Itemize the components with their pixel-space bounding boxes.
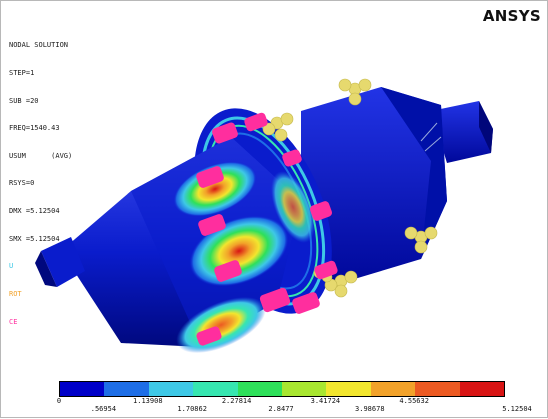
coupling-symbols [196, 112, 338, 346]
info-usum: USUM (AVG) [9, 151, 73, 160]
legend-swatch [459, 382, 505, 396]
legend-tick-label: 1.70862 [177, 405, 207, 413]
info-step: STEP=1 [9, 69, 35, 78]
info-title: NODAL SOLUTION [9, 41, 69, 50]
symbol-rot: ROT [9, 289, 22, 298]
info-rsys: RSYS=0 [9, 179, 35, 188]
info-dmx: DMX =5.12504 [9, 207, 60, 216]
legend-swatch [370, 382, 416, 396]
legend-swatch [326, 382, 371, 396]
legend-tick-label: 1.13908 [133, 397, 163, 405]
legend-tick-label: 5.12504 [502, 405, 532, 413]
solution-info: NODAL SOLUTION STEP=1 SUB =20 FREQ=1540.… [9, 23, 72, 345]
stress-contours [173, 161, 315, 354]
ansys-logo: ANSYS [482, 7, 541, 25]
constraint-symbols [262, 78, 438, 298]
legend-tick-label: 4.55632 [399, 397, 429, 405]
legend-tick-label: .56954 [90, 405, 117, 413]
legend-swatch [237, 382, 283, 396]
rear-shaft [431, 101, 493, 163]
symbol-u: U [9, 262, 14, 271]
legend-tick-label: 2.8477 [268, 405, 294, 413]
legend-tick-label: 3.98678 [355, 405, 385, 413]
legend-swatch [104, 382, 149, 396]
legend-tick-label: 0 [56, 397, 62, 405]
info-sub: SUB =20 [9, 96, 39, 105]
legend-swatch [193, 382, 238, 396]
symbol-ce: CE [9, 317, 18, 326]
legend-tick-label: 2.27814 [221, 397, 252, 405]
contour-legend [59, 381, 505, 397]
info-freq: FREQ=1540.43 [9, 124, 60, 133]
legend-tick-label: 3.41724 [310, 397, 341, 405]
info-smx: SMX =5.12504 [9, 234, 60, 243]
legend-swatch [60, 382, 105, 396]
legend-swatch [148, 382, 194, 396]
legend-swatch [415, 382, 460, 396]
legend-swatch [282, 382, 327, 396]
